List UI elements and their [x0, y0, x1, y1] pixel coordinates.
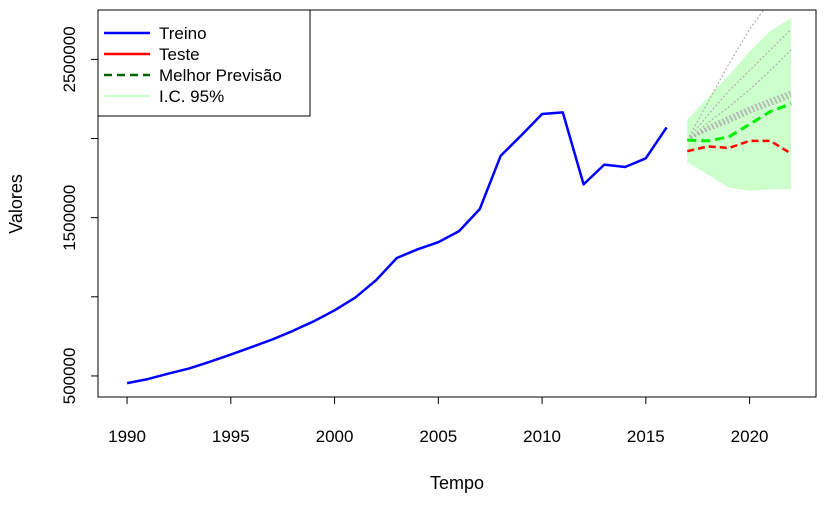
forecast-path-1: [686, 10, 765, 141]
series-line-2: [687, 139, 792, 155]
legend-label-4: I.C. 95%: [159, 87, 224, 106]
y-axis-label: Valores: [6, 174, 26, 234]
y-tick-label: 2500000: [60, 26, 79, 92]
legend-box: [97, 9, 311, 117]
x-tick-label: 2015: [627, 427, 665, 446]
confidence-interval-band: [687, 18, 792, 191]
x-tick-label: 2000: [316, 427, 354, 446]
x-tick-label: 2010: [523, 427, 561, 446]
series-line-1: [126, 111, 668, 385]
legend-label-1: Treino: [159, 24, 207, 43]
legend: Treino Teste Melhor Previsão I.C. 95%: [97, 9, 311, 117]
x-axis: 1990 1995 2000 2005 2010 2015 2020: [108, 396, 769, 446]
x-tick-label: 1995: [212, 427, 250, 446]
x-tick-label: 2005: [419, 427, 457, 446]
series-line-3: [687, 102, 792, 143]
legend-label-2: Teste: [159, 45, 200, 64]
x-tick-label: 1990: [108, 427, 146, 446]
forecast-paths: [686, 10, 792, 141]
forecast-path-8: [687, 96, 792, 141]
ci-band: [687, 18, 792, 191]
series-lines: [126, 102, 792, 385]
y-tick-label: 500000: [60, 348, 79, 405]
forecast-path-3: [686, 49, 792, 141]
forecast-path-4: [686, 90, 792, 141]
forecast-path-6: [687, 93, 792, 141]
forecast-path-7: [687, 95, 792, 141]
x-tick-label: 2020: [731, 427, 769, 446]
y-tick-label: 1500000: [60, 185, 79, 251]
forecast-path-5: [686, 92, 792, 141]
y-axis: 500000 1500000 2500000: [60, 26, 99, 405]
legend-label-3: Melhor Previsão: [159, 66, 282, 85]
x-axis-label: Tempo: [430, 473, 484, 493]
